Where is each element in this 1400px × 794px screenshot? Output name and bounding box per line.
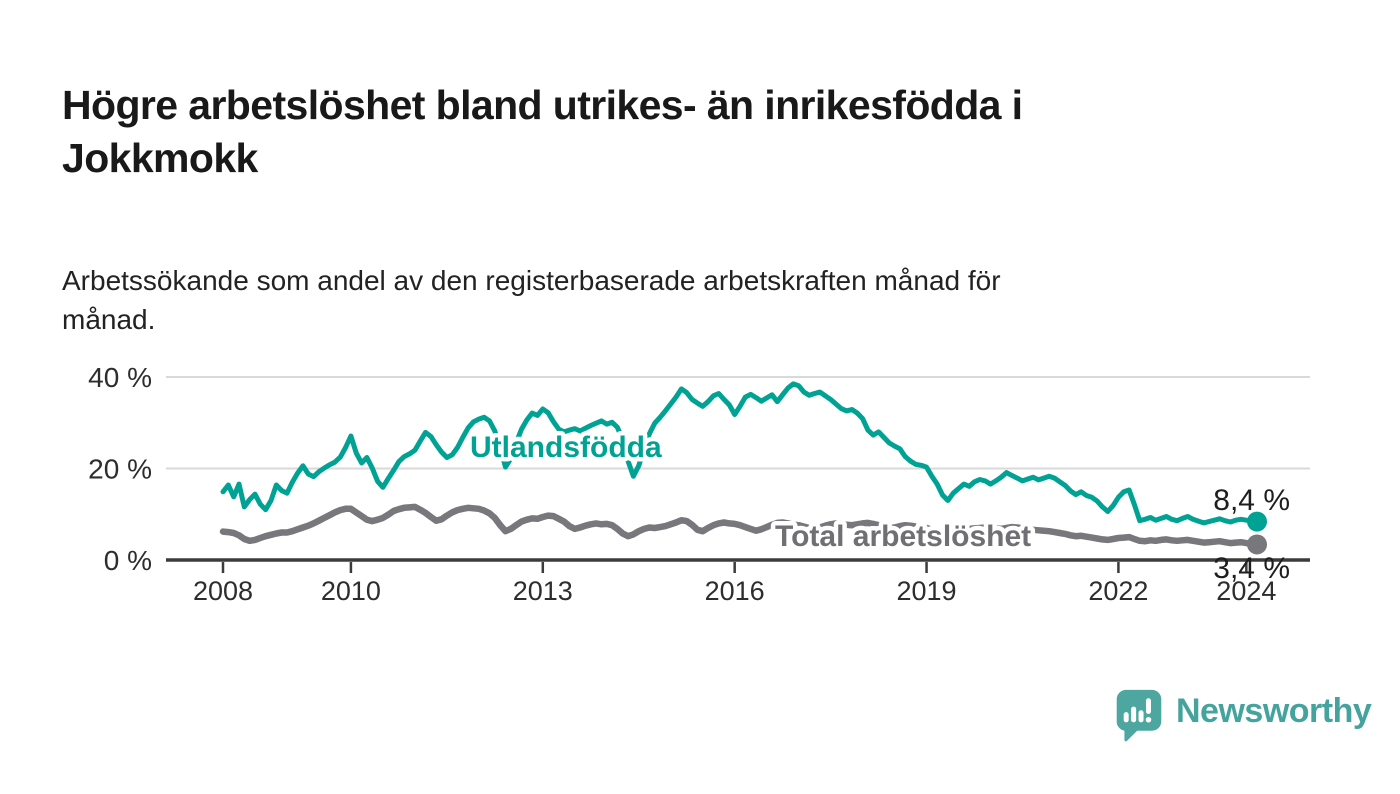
x-tick-label-2008: 2008	[193, 576, 253, 606]
line-series-utlandsfodda	[220, 381, 1260, 526]
line-series-total	[219, 503, 1261, 548]
page-title: Högre arbetslöshet bland utrikes- än inr…	[62, 79, 1362, 185]
y-tick-label-40: 40 %	[88, 362, 152, 393]
end-value-label-total: 3,4 %	[1213, 552, 1290, 585]
chart-subtitle-line-1: Arbetssökande som andel av den registerb…	[62, 265, 1001, 296]
page-title-line-2: Jokkmokk	[62, 135, 258, 182]
page-title-line-1: Högre arbetslöshet bland utrikes- än inr…	[62, 82, 1023, 129]
x-tick-label-2024: 2024	[1216, 576, 1276, 606]
newsworthy-brand: Newsworthy	[1113, 686, 1372, 742]
x-tick-label-2016: 2016	[705, 576, 765, 606]
end-value-label-utlandsfodda: 8,4 %	[1213, 484, 1290, 517]
series-label-utlandsfodda: Utlandsfödda	[470, 431, 662, 464]
y-tick-label-0: 0 %	[104, 545, 152, 576]
series-label-total: Total arbetslöshet	[775, 520, 1031, 553]
x-tick-label-2010: 2010	[321, 576, 381, 606]
end-dot-utlandsfodda	[1247, 511, 1267, 532]
unemployment-line-chart: 2008 2010 2013 2016 2019 2022 2024 0 % 20 % 40 % T…	[88, 362, 1310, 606]
x-tick-label-2019: 2019	[897, 576, 957, 606]
chart-subtitle-line-2: månad.	[62, 304, 156, 336]
x-tick-label-2013: 2013	[513, 576, 573, 606]
end-dot-total	[1247, 534, 1267, 555]
y-tick-label-20: 20 %	[88, 454, 152, 485]
newsworthy-speech-bubble-chart-icon	[1116, 689, 1162, 742]
x-tick-label-2022: 2022	[1088, 576, 1148, 606]
brand-name: Newsworthy	[1176, 691, 1372, 730]
chart-subtitle: Arbetssökande som andel av den registerb…	[62, 261, 1282, 339]
